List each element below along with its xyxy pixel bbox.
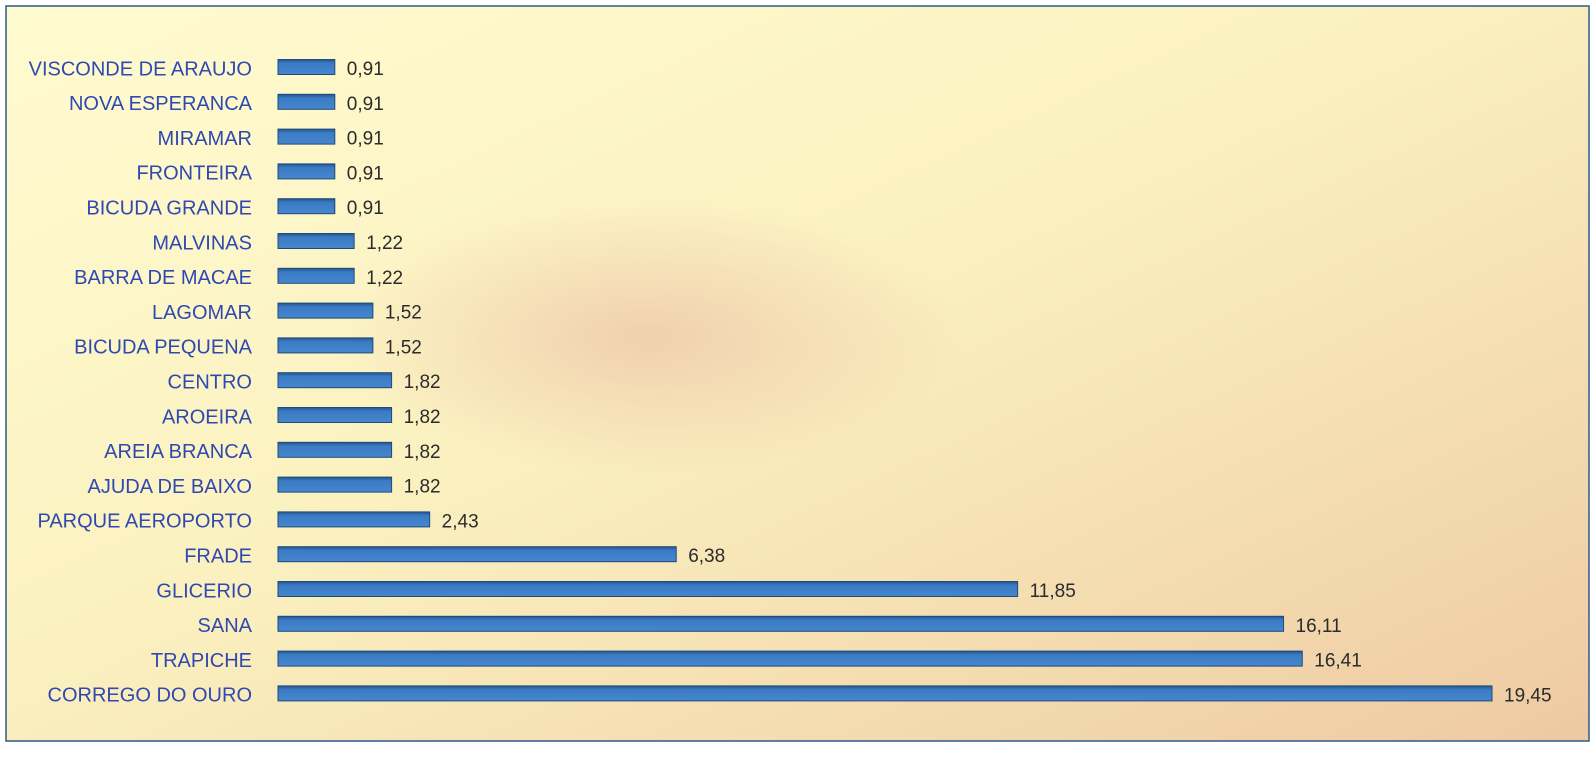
bar <box>277 511 431 528</box>
value-label: 16,41 <box>1314 651 1362 672</box>
value-label: 1,22 <box>366 268 403 289</box>
bar <box>277 128 336 145</box>
category-label: MIRAMAR <box>158 128 252 150</box>
category-label: BICUDA PEQUENA <box>74 337 252 359</box>
value-label: 1,52 <box>385 303 422 324</box>
value-label: 1,82 <box>404 442 441 463</box>
bar <box>277 93 336 110</box>
bar <box>277 546 677 563</box>
category-label: AJUDA DE BAIXO <box>88 476 253 498</box>
category-label: SANA <box>198 615 253 637</box>
value-label: 0,91 <box>347 94 384 115</box>
bar <box>277 615 1285 632</box>
value-label: 11,85 <box>1030 581 1076 602</box>
category-label: LAGOMAR <box>152 302 252 324</box>
bar <box>277 650 1303 667</box>
bar <box>277 198 336 215</box>
bar <box>277 476 393 493</box>
value-label: 6,38 <box>688 546 725 567</box>
bar <box>277 372 393 389</box>
bar <box>277 233 355 249</box>
category-label: TRAPICHE <box>151 650 252 672</box>
bar <box>277 267 355 284</box>
category-label: CENTRO <box>168 371 252 393</box>
category-label: MALVINAS <box>152 232 252 254</box>
category-label: AROEIRA <box>162 406 253 428</box>
value-label: 1,22 <box>366 233 403 254</box>
value-label: 1,52 <box>385 337 422 358</box>
value-label: 0,91 <box>347 59 384 80</box>
value-label: 19,45 <box>1504 685 1552 706</box>
value-label: 1,82 <box>404 372 441 393</box>
category-label: BARRA DE MACAE <box>74 267 252 289</box>
plot: VISCONDE DE ARAUJO 0,91 NOVA ESPERANCA 0,91… <box>29 58 1552 706</box>
category-label: VISCONDE DE ARAUJO <box>29 58 252 80</box>
value-label: 2,43 <box>442 511 479 532</box>
category-label: NOVA ESPERANCA <box>69 93 253 115</box>
bar <box>277 59 336 75</box>
category-label: AREIA BRANCA <box>104 441 252 463</box>
bar <box>277 581 1019 597</box>
background-image <box>180 130 1220 590</box>
category-label: PARQUE AEROPORTO <box>37 511 252 533</box>
bar <box>277 441 393 458</box>
bar <box>277 163 336 180</box>
category-label: GLICERIO <box>156 580 252 602</box>
bar <box>277 302 374 319</box>
bar <box>277 337 374 354</box>
bar <box>277 407 393 423</box>
category-label: BICUDA GRANDE <box>86 197 252 219</box>
value-label: 1,82 <box>404 407 441 428</box>
category-label: CORREGO DO OURO <box>48 685 252 707</box>
value-label: 1,82 <box>404 477 441 498</box>
bar <box>277 685 1493 702</box>
value-label: 16,11 <box>1296 616 1342 637</box>
category-label: FRONTEIRA <box>136 163 252 185</box>
value-label: 0,91 <box>347 198 384 219</box>
category-label: FRADE <box>184 545 252 567</box>
value-label: 0,91 <box>347 129 384 150</box>
value-label: 0,91 <box>347 163 384 184</box>
